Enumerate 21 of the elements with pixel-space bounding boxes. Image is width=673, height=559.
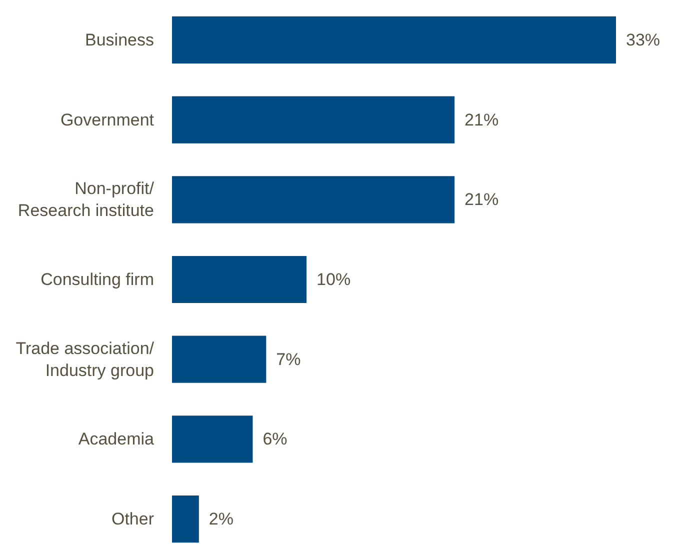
bar xyxy=(172,256,307,304)
data-label: 2% xyxy=(208,510,234,529)
y-tick-label: Consulting firm xyxy=(40,270,154,289)
data-label: 10% xyxy=(316,270,351,289)
y-tick-label: Non-profit/ Research institute xyxy=(18,179,154,220)
bar xyxy=(172,96,455,144)
bar xyxy=(172,496,199,543)
data-label: 6% xyxy=(262,430,288,449)
data-label: 21% xyxy=(464,190,499,210)
data-label: 33% xyxy=(626,30,660,50)
data-label: 7% xyxy=(276,350,301,369)
y-tick-label: Business xyxy=(85,30,154,50)
bar xyxy=(172,416,253,463)
bar xyxy=(172,336,266,383)
y-tick-label: Academia xyxy=(78,430,155,449)
y-tick-label: Government xyxy=(60,110,154,130)
bar xyxy=(172,16,616,64)
bar xyxy=(172,176,455,224)
y-tick-label: Trade association/ Industry group xyxy=(16,338,154,380)
y-tick-label: Other xyxy=(111,510,154,529)
data-label: 21% xyxy=(464,110,499,130)
